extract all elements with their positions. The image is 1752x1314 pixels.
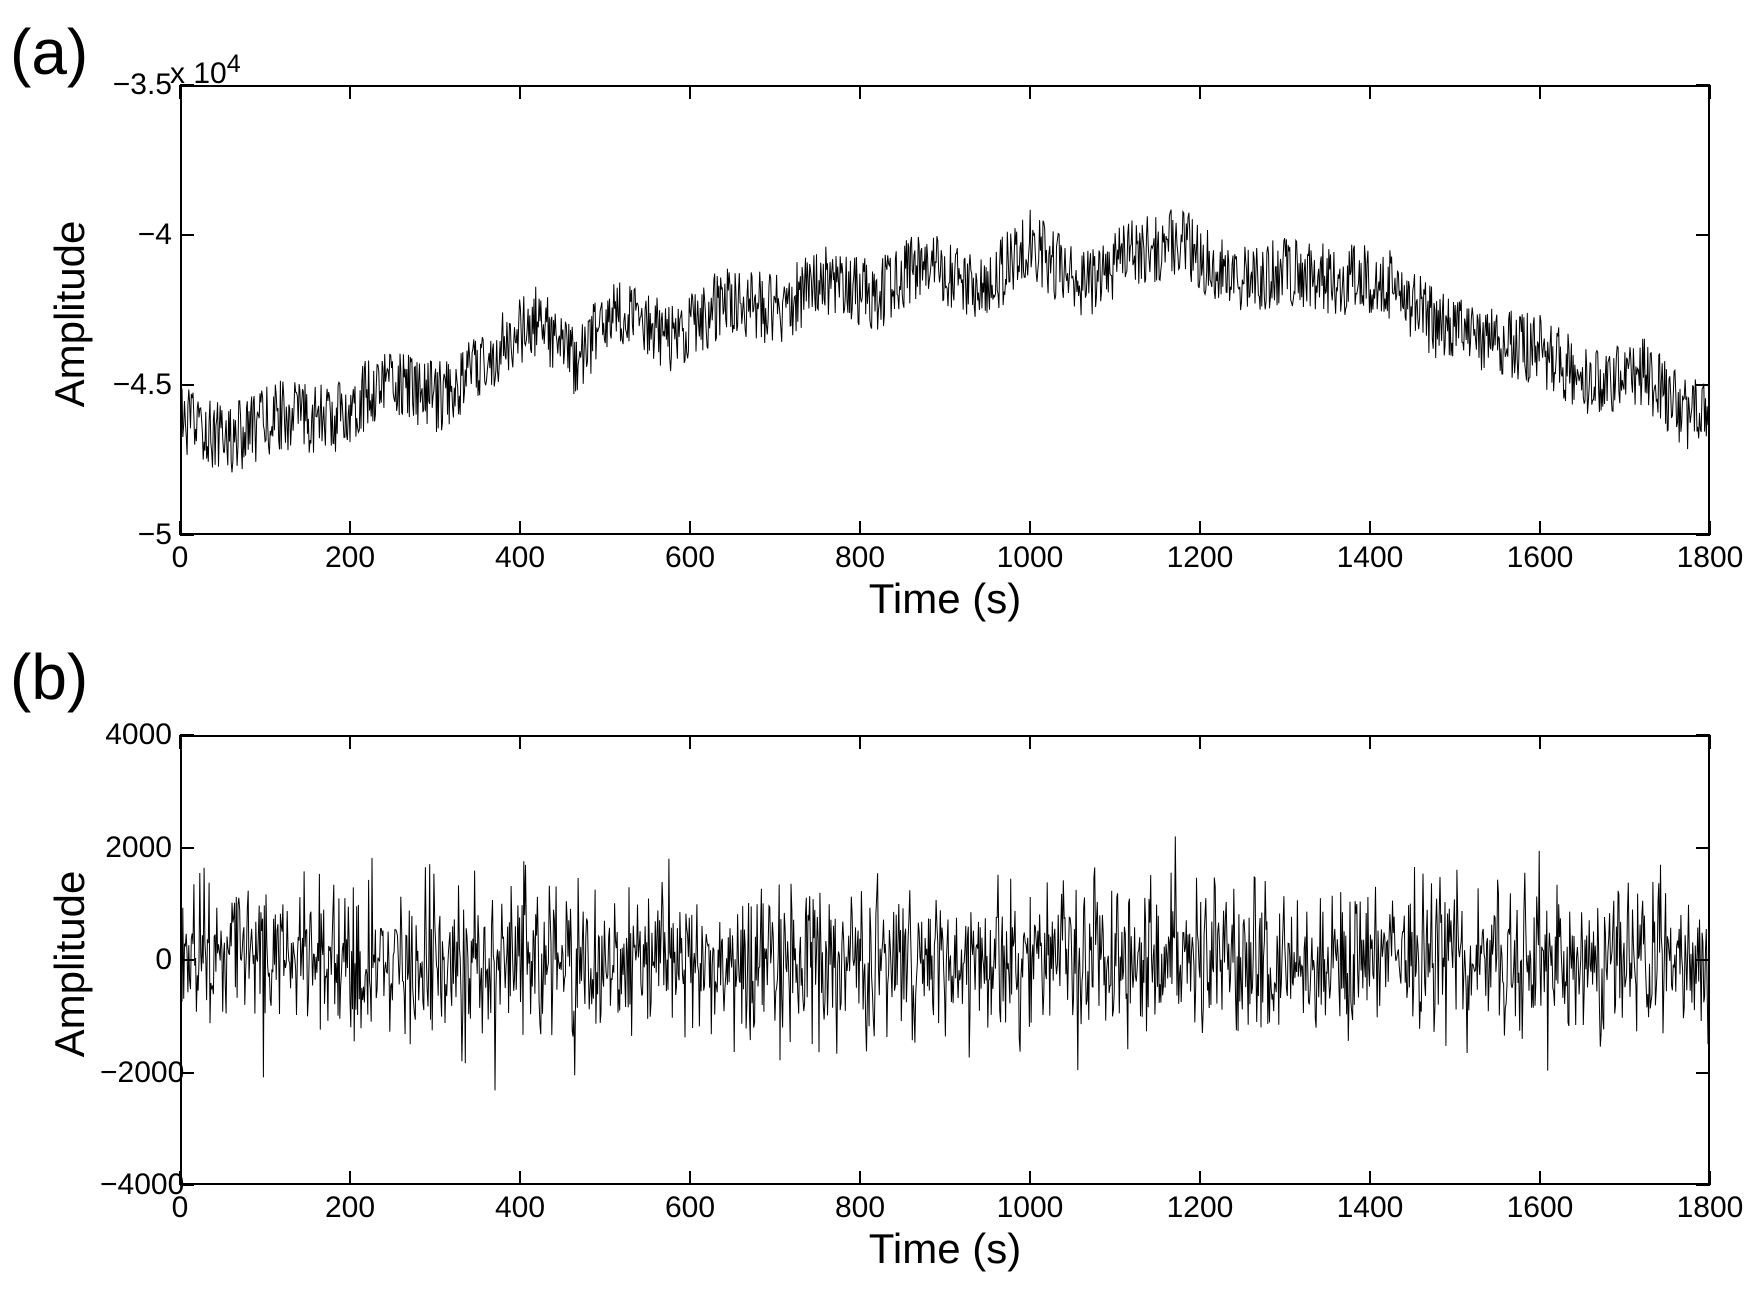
ytick — [180, 84, 194, 86]
xtick — [519, 735, 521, 749]
xtick-label: 800 — [835, 1191, 885, 1225]
panel-a-signal — [182, 87, 1708, 533]
panel-a-label: (a) — [10, 15, 88, 89]
xtick-label: 400 — [495, 541, 545, 575]
xtick — [519, 1171, 521, 1185]
ytick — [1696, 734, 1710, 736]
ytick — [1696, 534, 1710, 536]
xtick — [1029, 735, 1031, 749]
panel-a-ylabel: Amplitude — [46, 204, 94, 424]
ytick — [180, 959, 194, 961]
panel-b-xlabel: Time (s) — [180, 1225, 1710, 1273]
xtick — [859, 735, 861, 749]
ytick-label: −4 — [100, 218, 172, 252]
xtick — [349, 735, 351, 749]
xtick-label: 1600 — [1507, 541, 1574, 575]
xtick — [1369, 85, 1371, 99]
panel-b-plot — [180, 735, 1710, 1185]
ytick-label: −4.5 — [100, 368, 172, 402]
ytick — [1696, 84, 1710, 86]
xtick-label: 1000 — [997, 541, 1064, 575]
xtick — [1199, 1171, 1201, 1185]
xtick — [1539, 735, 1541, 749]
xtick — [689, 521, 691, 535]
xtick-label: 600 — [665, 1191, 715, 1225]
xtick — [179, 735, 181, 749]
xtick — [349, 521, 351, 535]
ytick — [1696, 959, 1710, 961]
xtick-label: 1200 — [1167, 1191, 1234, 1225]
xtick — [1029, 521, 1031, 535]
xtick-label: 200 — [325, 541, 375, 575]
xtick — [519, 521, 521, 535]
panel-b-label: (b) — [10, 640, 88, 714]
xtick — [859, 85, 861, 99]
ytick — [1696, 847, 1710, 849]
xtick — [1709, 85, 1711, 99]
ytick — [1696, 234, 1710, 236]
ytick — [180, 847, 194, 849]
xtick-label: 1800 — [1677, 1191, 1744, 1225]
xtick — [859, 1171, 861, 1185]
xtick — [1199, 85, 1201, 99]
xtick-label: 800 — [835, 541, 885, 575]
ytick — [180, 534, 194, 536]
xtick-label: 400 — [495, 1191, 545, 1225]
xtick — [1709, 735, 1711, 749]
xtick — [519, 85, 521, 99]
ytick-label: −4000 — [100, 1168, 172, 1202]
ytick — [180, 384, 194, 386]
ytick-label: 2000 — [100, 831, 172, 865]
xtick — [1369, 1171, 1371, 1185]
xtick — [179, 85, 181, 99]
xtick — [179, 521, 181, 535]
panel-a-plot — [180, 85, 1710, 535]
xtick-label: 1800 — [1677, 541, 1744, 575]
ytick — [180, 734, 194, 736]
panel-b-ylabel: Amplitude — [46, 854, 94, 1074]
panel-a-xlabel: Time (s) — [180, 575, 1710, 623]
ytick-label: −3.5 — [100, 68, 172, 102]
xtick — [1199, 521, 1201, 535]
xtick-label: 0 — [172, 541, 189, 575]
xtick — [689, 735, 691, 749]
panel-b-signal — [182, 737, 1708, 1183]
xtick — [859, 521, 861, 535]
xtick — [1029, 1171, 1031, 1185]
xtick-label: 1200 — [1167, 541, 1234, 575]
xtick-label: 1400 — [1337, 541, 1404, 575]
xtick — [1539, 521, 1541, 535]
xtick-label: 1000 — [997, 1191, 1064, 1225]
xtick — [349, 1171, 351, 1185]
xtick — [1369, 735, 1371, 749]
exponent-sup: 4 — [227, 50, 241, 78]
ytick — [1696, 1072, 1710, 1074]
xtick — [1539, 85, 1541, 99]
ytick-label: 4000 — [100, 718, 172, 752]
xtick-label: 1600 — [1507, 1191, 1574, 1225]
ytick — [180, 234, 194, 236]
ytick — [1696, 384, 1710, 386]
ytick-label: −5 — [100, 518, 172, 552]
xtick — [1199, 735, 1201, 749]
xtick — [349, 85, 351, 99]
xtick — [1369, 521, 1371, 535]
xtick — [1709, 521, 1711, 535]
ytick-label: −2000 — [100, 1056, 172, 1090]
ytick — [1696, 1184, 1710, 1186]
xtick — [689, 1171, 691, 1185]
xtick-label: 1400 — [1337, 1191, 1404, 1225]
ytick-label: 0 — [100, 943, 172, 977]
xtick — [1029, 85, 1031, 99]
xtick — [1539, 1171, 1541, 1185]
xtick-label: 200 — [325, 1191, 375, 1225]
xtick — [1709, 1171, 1711, 1185]
xtick-label: 600 — [665, 541, 715, 575]
xtick — [689, 85, 691, 99]
